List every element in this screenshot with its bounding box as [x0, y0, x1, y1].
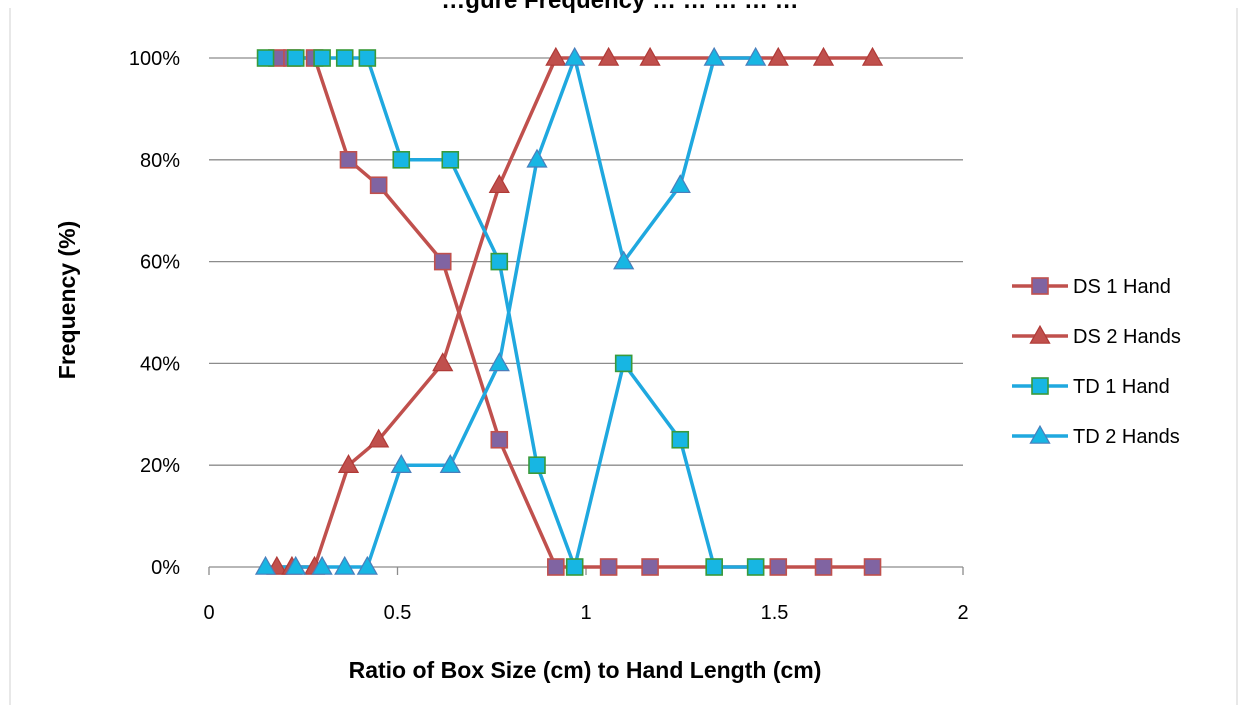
data-point-series-3: [705, 558, 723, 576]
data-point-series-2: [368, 428, 390, 448]
y-tick-label: 20%: [140, 455, 180, 477]
data-point-series-1: [547, 558, 565, 576]
data-point-series-4: [334, 555, 356, 575]
y-tick-label: 100%: [129, 48, 180, 70]
y-tick-label: 40%: [140, 353, 180, 375]
data-point-series-3: [490, 252, 509, 271]
data-point-series-2: [861, 46, 884, 66]
data-point-series-3: [746, 558, 765, 576]
data-point-series-1: [769, 558, 788, 576]
data-point-series-3: [528, 456, 546, 475]
data-point-series-1: [641, 558, 659, 576]
data-point-series-3: [392, 151, 411, 169]
data-point-series-1: [863, 558, 882, 576]
data-point-series-4: [390, 454, 412, 473]
data-point-series-4: [526, 148, 548, 168]
data-point-series-2: [812, 46, 835, 66]
data-point-series-4: [488, 352, 510, 372]
data-point-series-4: [254, 555, 277, 575]
data-point-series-1: [599, 558, 618, 576]
legend-item: TD 2 Hands: [1012, 424, 1180, 448]
legend-marker: [1031, 277, 1049, 295]
data-point-series-1: [490, 430, 509, 449]
y-tick-label: 0%: [151, 557, 180, 579]
legend-item: TD 1 Hand: [1012, 376, 1170, 398]
legend: DS 1 Hand DS 2 Hands TD 1 Hand TD 2 Hands: [1012, 276, 1181, 448]
data-point-series-3: [441, 151, 460, 169]
data-point-series-2: [767, 46, 789, 66]
chart-title: …gure Frequency … … … … …: [441, 0, 798, 14]
data-point-series-2: [639, 46, 661, 66]
y-axis-title: Frequency (%): [54, 221, 80, 379]
y-tick-labels: 0% 20% 40% 60% 80% 100%: [129, 48, 180, 579]
data-point-series-1: [339, 151, 358, 169]
legend-marker: [1031, 377, 1049, 395]
legend-label: TD 1 Hand: [1073, 376, 1170, 398]
data-point-series-3: [671, 430, 690, 449]
legend-label: DS 1 Hand: [1073, 276, 1171, 298]
data-point-series-2: [597, 46, 620, 66]
data-point-series-3: [565, 558, 584, 576]
legend-item: DS 2 Hands: [1012, 324, 1181, 348]
data-point-series-3: [286, 49, 305, 67]
data-point-series-4: [356, 555, 378, 575]
series-markers: [254, 46, 884, 576]
data-point-series-4: [311, 555, 333, 575]
data-point-series-4: [613, 250, 635, 270]
data-point-series-2: [545, 46, 567, 66]
data-point-series-2: [337, 454, 360, 473]
x-tick-label: 0.5: [384, 602, 412, 624]
legend-item: DS 1 Hand: [1012, 276, 1171, 298]
y-tick-label: 80%: [140, 150, 180, 172]
data-point-series-4: [745, 46, 767, 66]
x-tick-label: 0: [203, 602, 214, 624]
legend-label: TD 2 Hands: [1073, 426, 1180, 448]
data-point-series-3: [335, 49, 354, 67]
data-point-series-2: [488, 174, 510, 194]
x-tick-label: 1.5: [761, 602, 789, 624]
legend-marker: [1029, 324, 1051, 344]
data-point-series-1: [814, 558, 833, 576]
data-point-series-4: [285, 555, 307, 575]
data-point-series-1: [369, 176, 388, 195]
data-point-series-3: [256, 49, 275, 67]
legend-marker: [1029, 424, 1051, 444]
x-tick-label: 2: [957, 602, 968, 624]
data-point-series-3: [358, 49, 377, 67]
data-point-series-4: [703, 46, 725, 66]
legend-label: DS 2 Hands: [1073, 326, 1181, 348]
data-point-series-4: [564, 46, 586, 66]
y-tick-label: 60%: [140, 252, 180, 274]
x-tick-labels: 0 0.5 1 1.5 2: [203, 602, 968, 624]
data-point-series-3: [614, 354, 633, 373]
x-tick-label: 1: [580, 602, 591, 624]
data-point-series-1: [433, 252, 452, 271]
data-point-series-3: [313, 49, 331, 67]
data-point-series-2: [432, 352, 454, 372]
x-axis-title: Ratio of Box Size (cm) to Hand Length (c…: [349, 657, 822, 683]
data-point-series-4: [669, 174, 691, 194]
data-point-series-4: [439, 454, 461, 473]
